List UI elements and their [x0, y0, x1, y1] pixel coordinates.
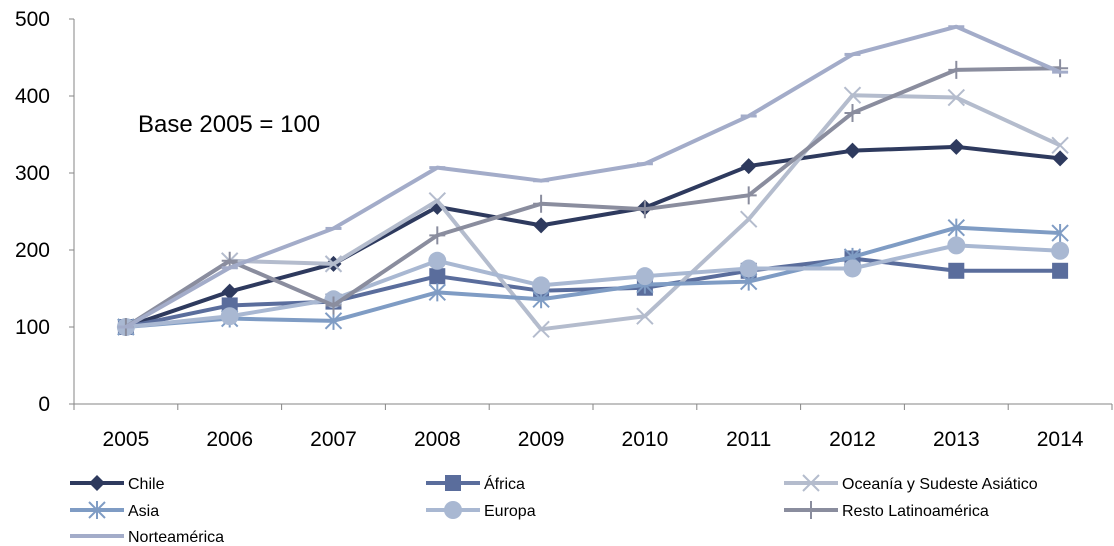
series-3: [117, 218, 1069, 336]
data-point: [739, 259, 758, 278]
series-line: [124, 93, 1061, 332]
x-tick-label: 2012: [829, 428, 876, 451]
series-4: [116, 236, 1070, 336]
data-point: [1051, 136, 1069, 154]
data-point: [1051, 224, 1069, 243]
x-tick-label: 2008: [414, 428, 461, 451]
legend-marker: [89, 475, 105, 491]
legend-item: Chile: [70, 475, 165, 493]
legend-label: Oceanía y Sudeste Asiático: [842, 476, 1038, 493]
data-point: [429, 268, 446, 285]
data-point: [636, 307, 654, 325]
legend-label: Europa: [484, 503, 536, 520]
x-tick-label: 2009: [518, 428, 565, 451]
legend-item: África: [426, 474, 525, 493]
data-point: [220, 307, 239, 326]
series-line: [125, 144, 1061, 329]
legend-label: Resto Latinoamérica: [842, 503, 989, 520]
data-point: [1051, 241, 1070, 260]
y-tick-label: 300: [15, 162, 50, 185]
data-point: [1052, 262, 1069, 279]
series-line: [124, 24, 1061, 329]
legend-item: Norteamérica: [70, 529, 224, 546]
data-point: [948, 138, 965, 155]
series-line: [124, 66, 1061, 329]
data-point: [325, 296, 342, 315]
y-tick-labels: 0 100 200 300 400 500: [15, 8, 50, 416]
data-point: [1052, 150, 1069, 167]
data-point: [739, 210, 758, 228]
legend-marker: [803, 501, 819, 519]
data-point: [947, 236, 966, 255]
base-annotation: Base 2005 = 100: [138, 111, 320, 138]
x-tick-label: 2010: [622, 428, 669, 451]
legend-label: África: [484, 474, 525, 493]
data-point: [843, 86, 862, 104]
y-tick-label: 100: [15, 316, 50, 339]
legend-marker: [88, 501, 106, 519]
series-line: [125, 256, 1061, 329]
x-tick-label: 2011: [726, 428, 771, 451]
series-line: [125, 243, 1061, 329]
legend-marker: [445, 475, 461, 491]
legend-marker: [802, 474, 820, 492]
series-line: [125, 225, 1061, 329]
data-point: [533, 194, 550, 213]
data-point: [428, 283, 447, 302]
axes: [69, 18, 1113, 410]
data-point: [532, 276, 551, 295]
legend-marker: [444, 501, 462, 519]
x-tick-label: 2006: [206, 428, 253, 451]
data-point: [635, 267, 654, 286]
data-point: [533, 217, 550, 234]
data-point: [429, 226, 446, 245]
data-point: [324, 255, 343, 273]
data-point: [324, 311, 343, 330]
data-point: [221, 283, 238, 300]
y-tick-label: 500: [15, 8, 50, 31]
data-point: [428, 251, 447, 270]
legend-label: Chile: [128, 476, 165, 493]
series-lines: [116, 24, 1070, 339]
x-tick-label: 2005: [103, 428, 150, 451]
data-point: [740, 186, 757, 205]
y-tick-label: 0: [38, 393, 50, 416]
data-point: [844, 142, 861, 159]
x-tick-label: 2014: [1037, 428, 1084, 451]
data-point: [844, 103, 861, 122]
x-tick-label: 2013: [933, 428, 980, 451]
legend-item: Oceanía y Sudeste Asiático: [784, 474, 1038, 493]
series-0: [117, 138, 1069, 335]
data-point: [428, 192, 447, 210]
data-point: [636, 200, 653, 219]
data-point: [843, 259, 862, 278]
x-tick-label: 2007: [310, 428, 357, 451]
data-point: [948, 262, 965, 279]
legend-item: Europa: [426, 501, 536, 520]
data-point: [740, 158, 757, 175]
data-point: [948, 60, 965, 79]
y-tick-label: 400: [15, 85, 50, 108]
data-point: [947, 218, 966, 237]
series-6: [117, 24, 1069, 329]
data-point: [947, 88, 966, 107]
legend-item: Asia: [70, 501, 159, 520]
legend: Chile África Oceanía y Sudeste Asiático Asi…: [70, 474, 1038, 546]
data-point: [532, 320, 550, 339]
x-tick-labels: 2005 2006 2007 2008 2009 2010 2011 2012 2013 2014: [103, 428, 1084, 451]
legend-label: Asia: [128, 503, 159, 520]
y-tick-label: 200: [15, 239, 50, 262]
legend-item: Resto Latinoamérica: [784, 501, 989, 520]
legend-label: Norteamérica: [128, 529, 224, 546]
series-5: [117, 59, 1069, 336]
